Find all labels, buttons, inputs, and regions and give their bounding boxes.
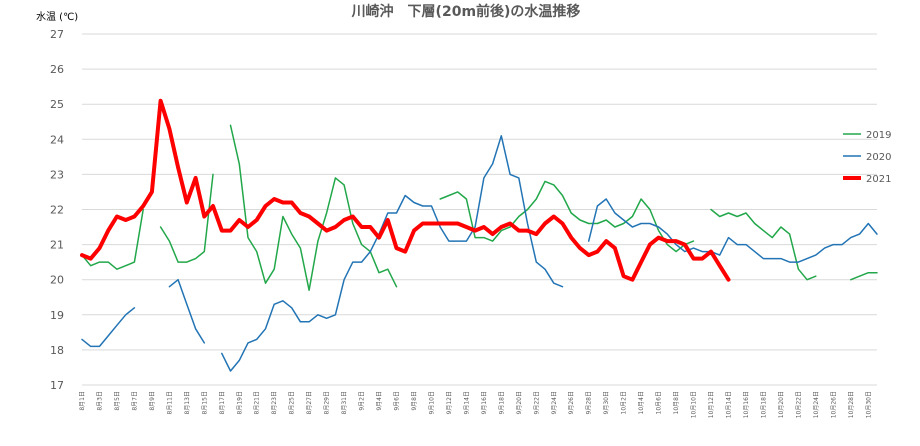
legend: 2019 2020 2021	[843, 130, 891, 185]
y-tick-label: 25	[50, 98, 64, 111]
x-tick-label: 9月22日	[533, 391, 540, 414]
series-line-2019	[81, 208, 144, 270]
y-tick-label: 21	[50, 239, 64, 252]
x-tick-label: 9月26日	[568, 391, 575, 414]
x-tick-label: 10月30日	[865, 391, 872, 418]
x-tick-label: 10月14日	[725, 391, 732, 418]
x-tick-label: 10月20日	[778, 391, 785, 418]
x-tick-label: 9月4日	[376, 391, 383, 411]
x-tick-label: 8月17日	[219, 391, 226, 414]
x-tick-label: 9月18日	[498, 391, 505, 414]
series-line-2020	[81, 307, 136, 348]
series-line-2020	[168, 278, 206, 344]
x-axis-ticks: 8月1日 8月3日 8月5日 8月7日 8月9日 8月11日 8月13日 8月15日 8月17日…	[79, 391, 872, 418]
series-line-2019	[229, 124, 398, 291]
x-tick-label: 10月6日	[656, 391, 663, 414]
x-tick-label: 9月6日	[394, 391, 401, 411]
x-tick-label: 8月7日	[131, 391, 138, 411]
series-line-2019	[439, 180, 695, 253]
x-tick-label: 8月27日	[306, 391, 313, 414]
y-tick-label: 19	[50, 309, 64, 322]
x-tick-label: 9月10日	[428, 391, 435, 414]
x-tick-label: 8月9日	[149, 391, 156, 411]
x-tick-label: 8月11日	[166, 391, 173, 414]
y-tick-label: 27	[50, 28, 64, 41]
y-tick-label: 24	[50, 133, 64, 146]
x-tick-label: 9月14日	[463, 391, 470, 414]
x-tick-label: 10月22日	[795, 391, 802, 418]
y-tick-label: 18	[50, 344, 64, 357]
series-2020	[81, 135, 878, 372]
x-tick-label: 10月24日	[813, 391, 820, 418]
x-tick-label: 10月10日	[691, 391, 698, 418]
x-tick-label: 8月15日	[201, 391, 208, 414]
x-tick-label: 8月21日	[254, 391, 261, 414]
x-tick-label: 8月31日	[341, 391, 348, 414]
y-tick-label: 20	[50, 274, 64, 287]
y-tick-label: 26	[50, 63, 64, 76]
series-line-2019	[710, 208, 817, 281]
series-line-2019	[159, 173, 214, 263]
series-2021	[80, 98, 731, 282]
y-tick-label: 17	[50, 379, 64, 392]
x-tick-label: 9月30日	[603, 391, 610, 414]
x-tick-label: 8月23日	[271, 391, 278, 414]
x-tick-label: 8月1日	[79, 391, 86, 411]
x-tick-label: 8月25日	[289, 391, 296, 414]
x-tick-label: 8月5日	[114, 391, 121, 411]
x-tick-label: 10月18日	[760, 391, 767, 418]
x-tick-label: 9月28日	[586, 391, 593, 414]
series-line-2020	[221, 135, 564, 372]
x-tick-label: 10月2日	[621, 391, 628, 414]
y-axis-ticks: 17 18 19 20 21 22 23 24 25 26 27	[50, 28, 64, 392]
series-line-2021	[80, 98, 731, 282]
x-tick-label: 10月4日	[638, 391, 645, 414]
y-tick-label: 23	[50, 168, 64, 181]
x-tick-label: 10月26日	[830, 391, 837, 418]
x-tick-label: 9月16日	[481, 391, 488, 414]
x-tick-label: 8月29日	[324, 391, 331, 414]
x-tick-label: 8月19日	[236, 391, 243, 414]
x-tick-label: 10月28日	[848, 391, 855, 418]
x-tick-label: 9月20日	[516, 391, 523, 414]
x-tick-label: 8月13日	[184, 391, 191, 414]
x-tick-label: 8月3日	[96, 391, 103, 411]
x-tick-label: 10月12日	[708, 391, 715, 418]
x-tick-label: 9月24日	[551, 391, 558, 414]
x-tick-label: 10月16日	[743, 391, 750, 418]
legend-label-2021: 2021	[866, 174, 891, 185]
y-tick-label: 22	[50, 204, 64, 217]
y-axis-unit-label: 水温 (℃)	[36, 11, 78, 23]
legend-label-2019: 2019	[866, 130, 891, 141]
x-tick-label: 9月8日	[411, 391, 418, 411]
x-tick-label: 9月2日	[359, 391, 366, 411]
series-line-2019	[850, 271, 878, 281]
series-2019	[81, 124, 878, 291]
x-tick-label: 10月8日	[673, 391, 680, 414]
series-line-2020	[587, 198, 878, 263]
chart-title: 川崎沖 下層(20m前後)の水温推移	[351, 3, 581, 20]
x-tick-label: 9月12日	[446, 391, 453, 414]
legend-label-2020: 2020	[866, 152, 891, 163]
series-layer	[80, 98, 878, 372]
